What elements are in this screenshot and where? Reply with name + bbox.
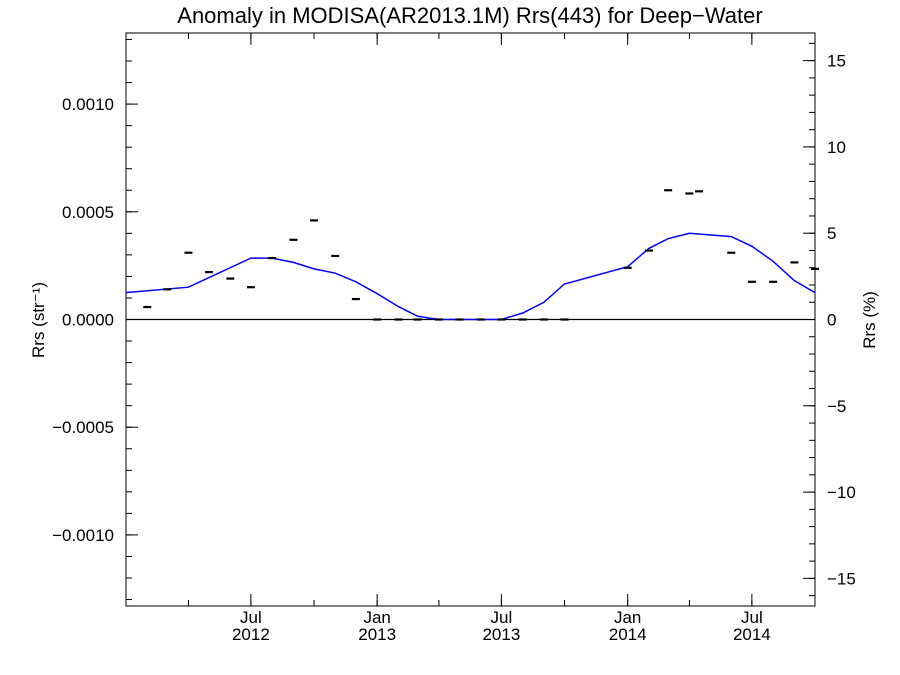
x-tick-label-year: 2013: [482, 625, 520, 644]
right-axis-title: Rrs (%): [860, 291, 879, 349]
y-left-tick-label: 0.0000: [62, 311, 114, 330]
x-tick-label-month: Jul: [491, 608, 513, 627]
y-left-tick-label: 0.0010: [62, 95, 114, 114]
chart-title: Anomaly in MODISA(AR2013.1M) Rrs(443) fo…: [177, 3, 762, 28]
series-line: [125, 232, 816, 321]
series-points: [143, 189, 819, 321]
right-axis-title-group: Rrs (%): [860, 291, 879, 349]
y-left-tick-label: −0.0005: [52, 418, 114, 437]
trend-line: [125, 232, 816, 321]
x-tick-label-year: 2014: [733, 625, 771, 644]
x-tick-label-year: 2012: [232, 625, 270, 644]
y-left-tick-label: −0.0010: [52, 526, 114, 545]
x-tick-label-month: Jan: [363, 608, 390, 627]
x-tick-label-month: Jul: [240, 608, 262, 627]
x-tick-label-month: Jul: [741, 608, 763, 627]
y-axis-right: 15 10 5 0 −5 −10 −15: [803, 42, 856, 597]
left-axis-title: Rrs (str⁻¹): [29, 282, 48, 358]
y-right-tick-label: −15: [827, 569, 856, 588]
x-tick-label-year: 2014: [609, 625, 647, 644]
y-right-tick-label: 15: [827, 52, 846, 71]
y-right-tick-label: 0: [827, 311, 836, 330]
y-axis-left: 0.0010 0.0005 0.0000 −0.0005 −0.0010: [52, 38, 138, 601]
y-right-tick-label: 5: [827, 224, 836, 243]
y-right-tick-label: −5: [827, 397, 846, 416]
x-tick-label-year: 2013: [358, 625, 396, 644]
y-right-tick-label: −10: [827, 483, 856, 502]
left-axis-title-group: Rrs (str⁻¹): [29, 282, 48, 358]
y-left-tick-label: 0.0005: [62, 203, 114, 222]
x-tick-label-month: Jan: [614, 608, 641, 627]
y-right-tick-label: 10: [827, 138, 846, 157]
